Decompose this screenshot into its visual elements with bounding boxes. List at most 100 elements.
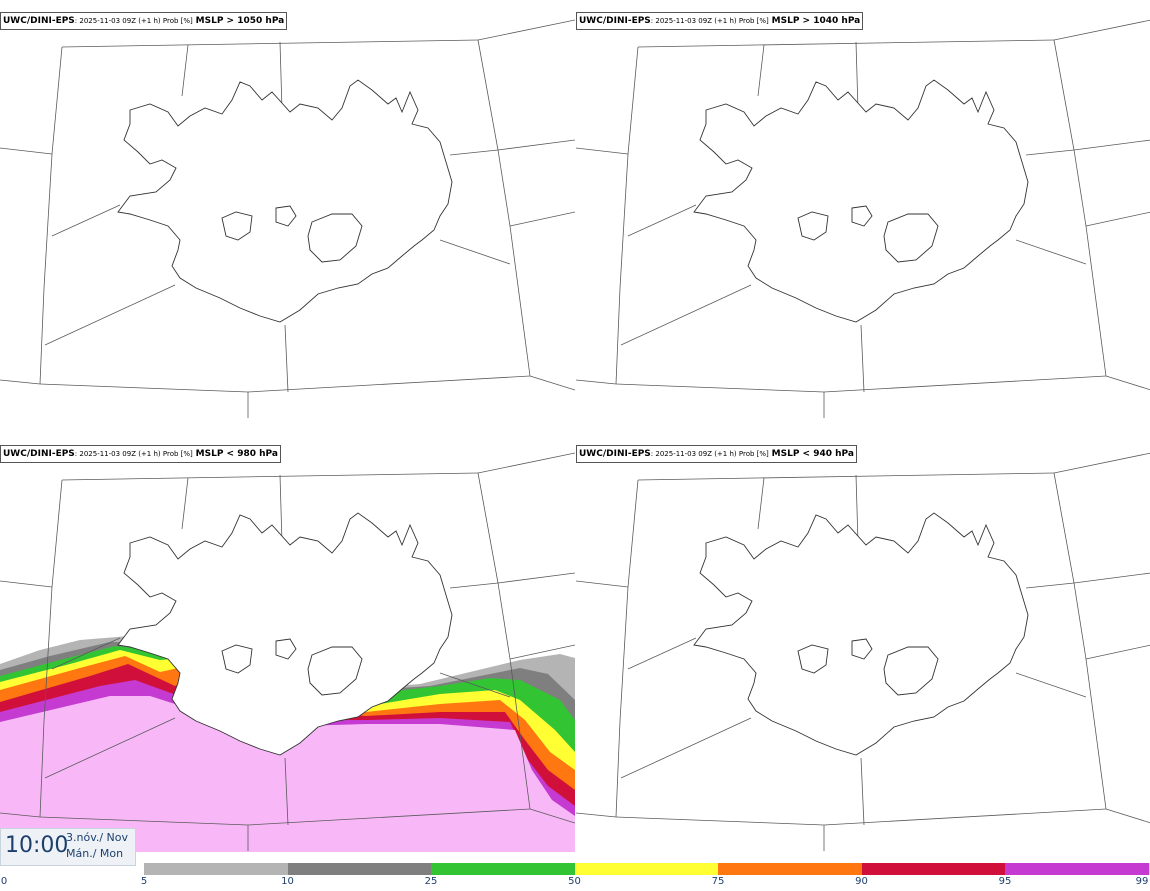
map-graticule [0,452,575,851]
map-graticule [576,452,1150,851]
iceland-coastline [693,79,1029,323]
graticule-line [509,644,575,660]
coastline-iceland [117,512,453,756]
graticule-line [1073,139,1150,151]
graticule-line [619,586,629,722]
coastline-lake [275,638,297,660]
panel-title: UWC/DINI-EPS: 2025-11-03 09Z (+1 h) Prob… [0,12,288,30]
probability-color-legend: 0 5 10 25 50 75 90 95 99 [0,862,1150,891]
graticule-line [1053,452,1150,474]
iceland-coastline [117,79,453,323]
graticule-line [615,383,825,393]
map-panel-mslp-gt-1040: UWC/DINI-EPS: 2025-11-03 09Z (+1 h) Prob… [576,0,1150,430]
graticule-line [860,324,865,393]
legend-color-swatch [1005,863,1149,875]
graticule-line [51,637,121,670]
graticule-line [576,147,629,155]
graticule-line [855,41,859,111]
graticule-line [439,239,511,265]
graticule-line [39,287,45,385]
graticule-line [615,816,825,826]
graticule-line [51,479,63,588]
graticule-line [619,153,629,289]
graticule-line [620,284,752,346]
graticule-line [620,717,752,779]
graticule-line [529,808,575,824]
graticule-line [509,658,531,810]
graticule-line [0,147,53,155]
map-panel-mslp-gt-1050: UWC/DINI-EPS: 2025-11-03 09Z (+1 h) Prob… [0,0,575,430]
map-panel-mslp-lt-980: UWC/DINI-EPS: 2025-11-03 09Z (+1 h) Prob… [0,433,575,863]
graticule-line [1105,808,1150,824]
legend-tick-label: 5 [140,876,148,887]
coastline-lake [797,211,829,241]
legend-tick-label: 75 [711,876,725,887]
graticule-line [497,149,511,227]
graticule-line [1025,582,1075,589]
graticule-line [477,39,499,151]
graticule-line [477,19,575,41]
graticule-line [497,139,575,151]
coastline-lake [883,646,939,696]
valid-time-box: 10:00 3.nóv./ Nov Mán./ Mon [0,828,136,866]
graticule-line [823,808,1107,826]
graticule-line [1073,572,1150,584]
iceland-coastline [117,512,453,756]
legend-color-swatch [1148,863,1150,875]
graticule-line [1085,211,1150,227]
graticule-line [1025,149,1075,156]
graticule-line [615,287,621,385]
coastline-lake [221,211,253,241]
graticule-line [855,474,859,544]
graticule-line [627,204,697,237]
graticule-line [637,39,1055,48]
graticule-line [1073,149,1087,227]
graticule-line [1085,658,1107,810]
graticule-line [1105,375,1150,391]
legend-color-swatch [144,863,288,875]
graticule-line [637,472,1055,481]
valid-weekday: Mán./ Mon [66,847,124,860]
map-canvas [0,452,575,852]
coastline-lake [797,644,829,674]
legend-tick-label: 95 [998,876,1012,887]
graticule-line [576,812,617,818]
graticule-line [247,808,531,826]
graticule-line [284,324,289,393]
panel-title: UWC/DINI-EPS: 2025-11-03 09Z (+1 h) Prob… [0,445,281,463]
graticule-line [43,153,53,289]
map-canvas [576,19,1150,418]
iceland-coastline [693,512,1029,756]
legend-tick-label: 0 [0,876,8,887]
graticule-line [627,46,639,155]
legend-tick-label: 10 [281,876,294,887]
coastline-lake [275,205,297,227]
coastline-lake [307,646,363,696]
graticule-line [757,44,765,97]
graticule-line [1053,39,1075,151]
coastline-lake [851,638,873,660]
graticule-line [279,474,283,544]
graticule-line [1073,582,1087,660]
legend-color-swatch [718,863,862,875]
graticule-line [51,204,121,237]
graticule-line [439,672,511,698]
graticule-line [449,582,499,589]
graticule-line [0,812,41,818]
map-panel-mslp-lt-940: UWC/DINI-EPS: 2025-11-03 09Z (+1 h) Prob… [576,433,1150,863]
graticule-line [477,472,499,584]
map-graticule [0,19,575,418]
graticule-line [477,452,575,474]
map-canvas [576,452,1150,851]
graticule-line [44,717,176,779]
graticule-line [284,757,289,826]
graticule-line [39,383,249,393]
graticule-line [61,39,479,48]
graticule-line [497,572,575,584]
legend-color-swatch [287,863,431,875]
map-canvas [0,19,575,418]
graticule-line [823,375,1107,393]
graticule-line [1085,644,1150,660]
graticule-line [449,149,499,156]
valid-time-clock: 10:00 [5,833,69,858]
